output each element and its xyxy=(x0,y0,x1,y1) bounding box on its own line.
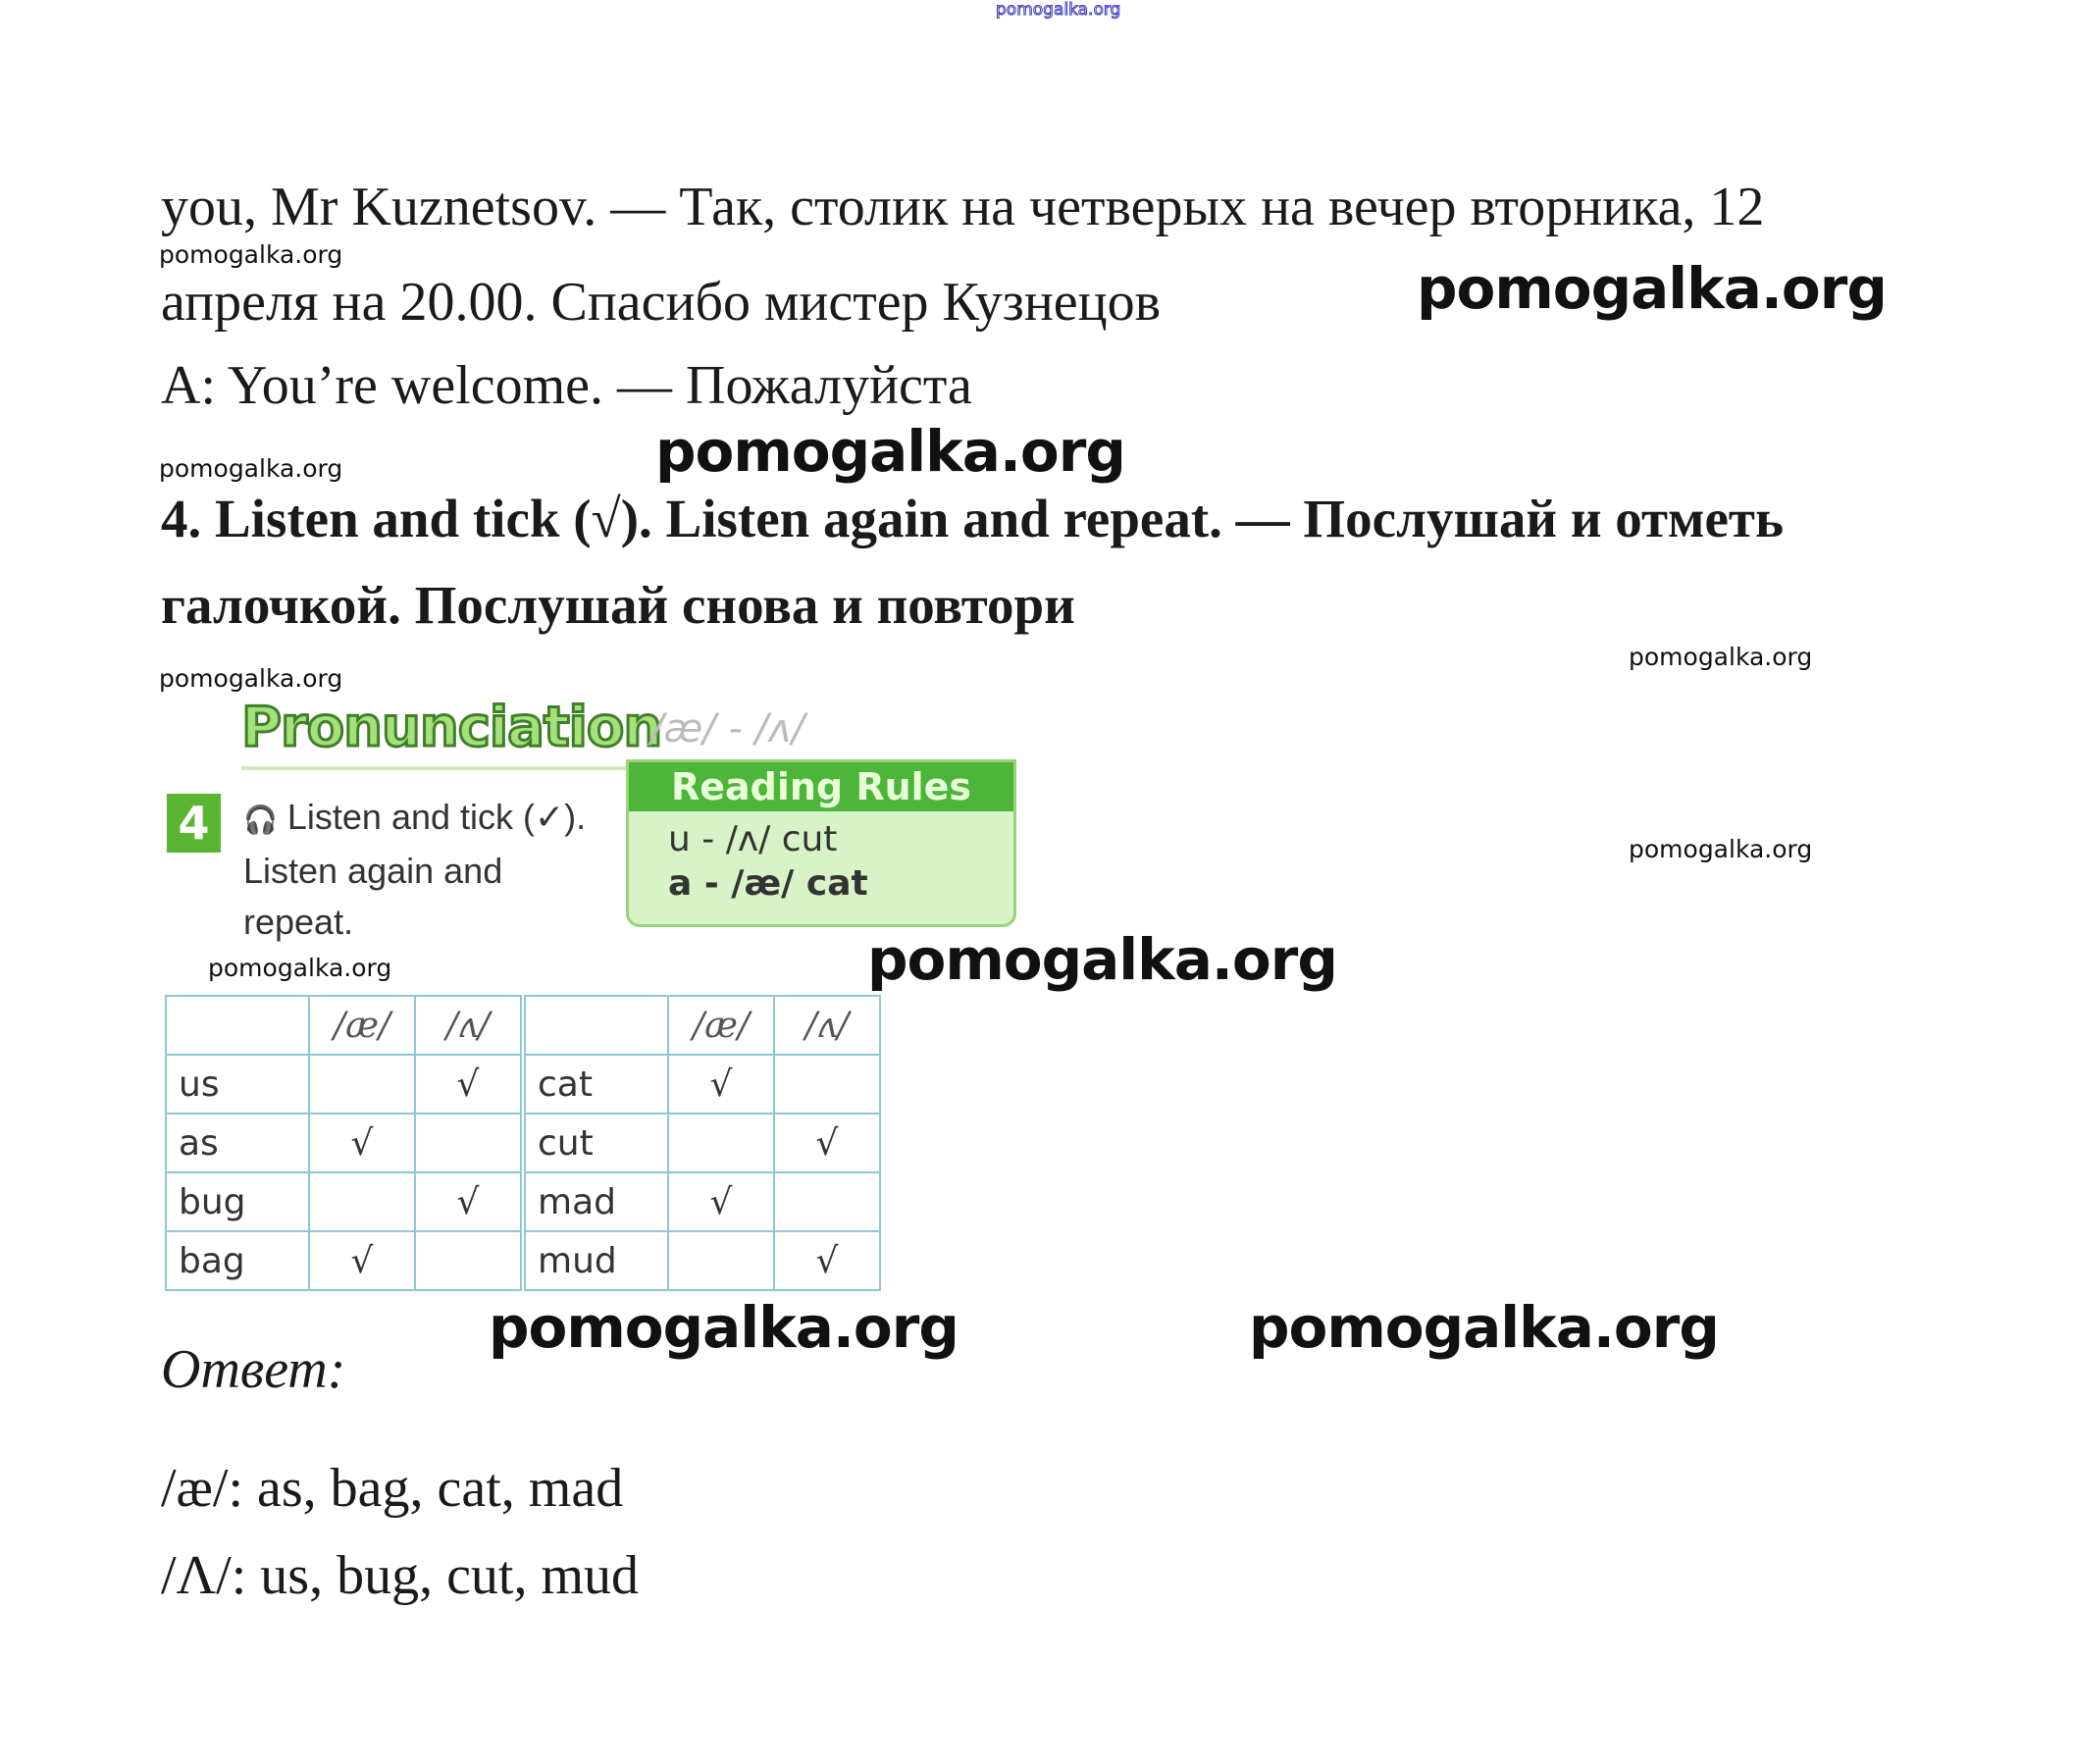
tick-cell: √ xyxy=(414,1171,524,1232)
header-cell xyxy=(165,995,310,1056)
reading-rules-title: Reading Rules xyxy=(629,762,1013,811)
answer-uh: /Λ/: us, bug, cut, mud xyxy=(161,1545,640,1606)
text-line-3: A: You’re welcome. — Пожалуйста xyxy=(161,355,972,416)
watermark: pomogalka.org xyxy=(159,664,343,693)
pronunciation-title: Pronunciation xyxy=(239,695,663,761)
divider xyxy=(241,766,791,770)
exercise-number: 4 xyxy=(167,794,221,853)
watermark: pomogalka.org xyxy=(159,240,343,269)
word-cell: bag xyxy=(165,1230,310,1291)
header-cell: /æ/ xyxy=(667,995,775,1056)
watermark: pomogalka.org xyxy=(1629,835,1813,863)
tick-cell: √ xyxy=(414,1054,524,1115)
watermark: pomogalka.org xyxy=(655,418,1126,485)
text-line-1: you, Mr Kuznetsov. — Так, столик на четв… xyxy=(161,177,1765,237)
pronunciation-table: /æ/ /ʌ/ /æ/ /ʌ/ us √ cat √ as √ cut √ bug √ mad √… xyxy=(165,995,881,1291)
task-heading-line-2: галочкой. Послушай снова и повтори xyxy=(161,575,1075,635)
watermark: pomogalka.org xyxy=(1417,255,1888,322)
watermark: pomogalka.org xyxy=(208,954,392,982)
rule: a - /æ/ cat xyxy=(668,863,868,904)
table-row: bag √ mud √ xyxy=(165,1230,881,1291)
word-cell: mud xyxy=(520,1230,669,1291)
tick-cell xyxy=(773,1054,881,1115)
word-cell: bug xyxy=(165,1171,310,1232)
watermark: pomogalka.org xyxy=(1249,1294,1720,1361)
table-row: bug √ mad √ xyxy=(165,1171,881,1232)
watermark: pomogalka.org xyxy=(159,454,343,483)
word-cell: cut xyxy=(520,1113,669,1173)
tick-cell: √ xyxy=(308,1113,416,1173)
header-cell: /ʌ/ xyxy=(414,995,524,1056)
tick-cell xyxy=(414,1113,524,1173)
tick-cell xyxy=(773,1171,881,1232)
table-row: us √ cat √ xyxy=(165,1054,881,1115)
textbook-excerpt: Pronunciation /æ/ - /ʌ/ 4 🎧 Listen and t… xyxy=(165,695,1016,1291)
tick-cell: √ xyxy=(667,1054,775,1115)
tick-cell xyxy=(667,1230,775,1291)
watermark: pomogalka.org xyxy=(1629,643,1813,671)
tick-cell xyxy=(667,1113,775,1173)
answer-label: Ответ: xyxy=(161,1339,346,1400)
instruction: 🎧 Listen and tick (✓). Listen again and … xyxy=(243,792,616,948)
tick-cell xyxy=(308,1171,416,1232)
rule: u - /ʌ/ cut xyxy=(668,819,838,859)
task-heading-line-1: 4. Listen and tick (√). Listen again and… xyxy=(161,489,1785,548)
header-cell: /æ/ xyxy=(308,995,416,1056)
tick-cell: √ xyxy=(308,1230,416,1291)
tick-cell: √ xyxy=(773,1230,881,1291)
tick-cell: √ xyxy=(773,1113,881,1173)
tick-cell: √ xyxy=(667,1171,775,1232)
headphones-icon: 🎧 xyxy=(243,804,278,835)
reading-rules-box: Reading Rules u - /ʌ/ cut a - /æ/ cat xyxy=(626,759,1016,927)
header-cell xyxy=(520,995,669,1056)
header-cell: /ʌ/ xyxy=(773,995,881,1056)
tick-cell xyxy=(308,1054,416,1115)
word-cell: us xyxy=(165,1054,310,1115)
watermark: pomogalka.org xyxy=(489,1294,959,1361)
tick-cell xyxy=(414,1230,524,1291)
word-cell: as xyxy=(165,1113,310,1173)
text-line-2: апреля на 20.00. Спасибо мистер Кузнецов xyxy=(161,272,1162,333)
watermark-top: pomogalka.org xyxy=(995,0,1121,21)
word-cell: cat xyxy=(520,1054,669,1115)
word-cell: mad xyxy=(520,1171,669,1232)
instruction-text: Listen and tick (✓). Listen again and re… xyxy=(243,797,587,942)
watermark: pomogalka.org xyxy=(867,926,1338,993)
table-row: as √ cut √ xyxy=(165,1113,881,1173)
pronunciation-phonemes: /æ/ - /ʌ/ xyxy=(650,706,805,752)
table-header-row: /æ/ /ʌ/ /æ/ /ʌ/ xyxy=(165,995,881,1056)
answer-ae: /æ/: as, bag, cat, mad xyxy=(161,1458,624,1519)
